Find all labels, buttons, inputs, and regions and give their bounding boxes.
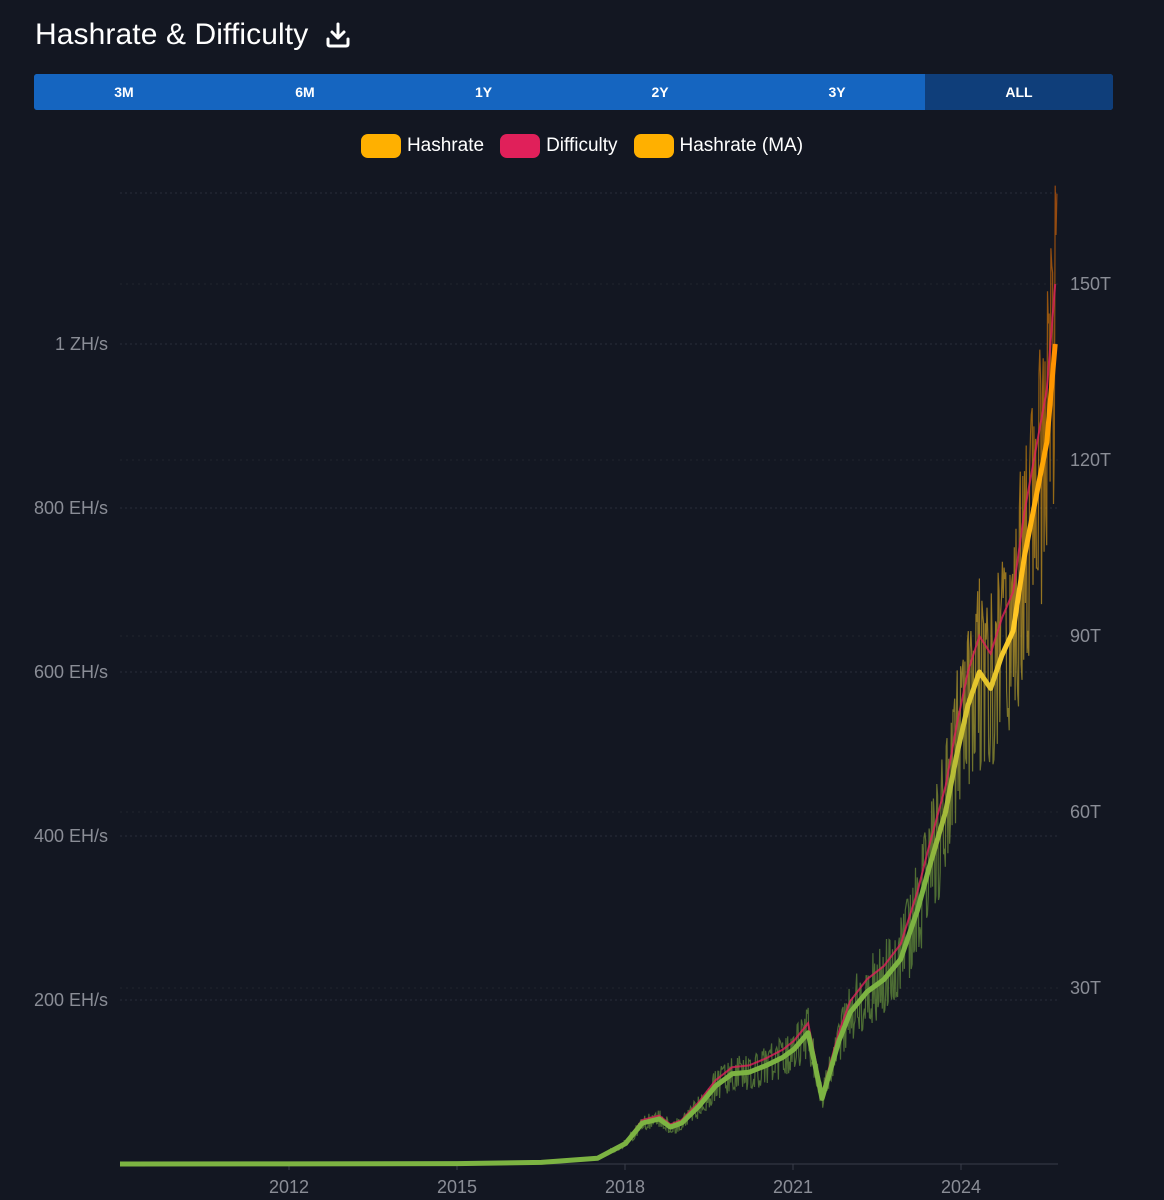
page-title: Hashrate & Difficulty bbox=[35, 18, 309, 51]
range-button-2y[interactable]: 2Y bbox=[571, 74, 749, 110]
legend-swatch-difficulty bbox=[500, 134, 541, 158]
range-button-1y[interactable]: 1Y bbox=[396, 74, 571, 110]
hashrate-raw-line bbox=[120, 185, 1058, 1165]
x-tick-label: 2018 bbox=[605, 1177, 645, 1197]
range-button-3m[interactable]: 3M bbox=[34, 74, 214, 110]
y-left-tick-label: 1 ZH/s bbox=[55, 334, 108, 354]
y-left-tick-label: 400 EH/s bbox=[34, 826, 108, 846]
legend-label-hashrate-ma: Hashrate (MA) bbox=[679, 135, 804, 156]
y-right-tick-label: 90T bbox=[1070, 626, 1101, 646]
y-left-tick-label: 800 EH/s bbox=[34, 498, 108, 518]
legend-label-difficulty: Difficulty bbox=[546, 135, 618, 156]
range-button-6m[interactable]: 6M bbox=[214, 74, 396, 110]
x-tick-label: 2012 bbox=[269, 1177, 309, 1197]
range-button-all[interactable]: ALL bbox=[925, 74, 1113, 110]
hashrate-ma-line bbox=[119, 343, 1058, 1167]
y-right-tick-label: 150T bbox=[1070, 274, 1111, 294]
chart-legend: Hashrate Difficulty Hashrate (MA) bbox=[0, 134, 1164, 158]
range-button-3y[interactable]: 3Y bbox=[749, 74, 925, 110]
legend-swatch-hashrate bbox=[360, 134, 401, 158]
legend-label-hashrate: Hashrate bbox=[406, 135, 485, 156]
y-left-tick-label: 200 EH/s bbox=[34, 990, 108, 1010]
y-right-tick-label: 120T bbox=[1070, 450, 1111, 470]
y-right-tick-label: 30T bbox=[1070, 978, 1101, 998]
chart-header: Hashrate & Difficulty bbox=[35, 18, 352, 52]
y-right-tick-label: 60T bbox=[1070, 802, 1101, 822]
time-range-selector: 3M 6M 1Y 2Y 3Y ALL bbox=[34, 74, 1113, 110]
y-left-tick-label: 600 EH/s bbox=[34, 662, 108, 682]
legend-item-hashrate-ma[interactable]: Hashrate (MA) bbox=[633, 134, 804, 158]
x-tick-label: 2015 bbox=[437, 1177, 477, 1197]
difficulty-line bbox=[119, 283, 1057, 1165]
x-tick-label: 2024 bbox=[941, 1177, 981, 1197]
x-tick-label: 2021 bbox=[773, 1177, 813, 1197]
legend-item-difficulty[interactable]: Difficulty bbox=[500, 134, 618, 158]
legend-swatch-hashrate-ma bbox=[633, 134, 674, 158]
legend-item-hashrate[interactable]: Hashrate bbox=[360, 134, 485, 158]
download-icon[interactable] bbox=[324, 21, 352, 49]
